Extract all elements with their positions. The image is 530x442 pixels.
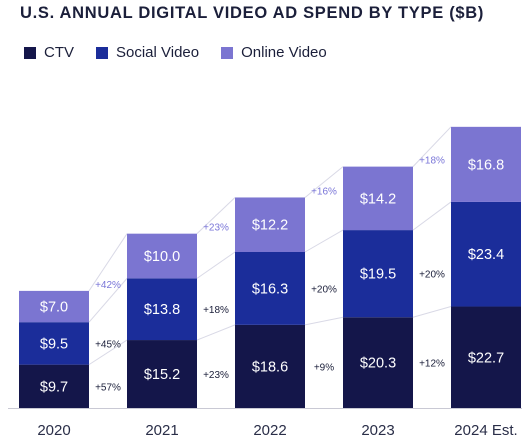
growth-label-online-video: +18% — [419, 156, 445, 167]
bar-segment-social-video — [127, 278, 197, 341]
data-label-social-video: $16.3 — [252, 281, 288, 297]
connector-line-social-video — [196, 251, 236, 279]
bar-segment-social-video — [19, 322, 89, 365]
connector-line-ctv — [304, 316, 344, 326]
bar-segment-ctv — [127, 340, 197, 408]
bar-segment-social-video — [235, 251, 305, 325]
connector-line-social-video — [412, 201, 452, 231]
data-label-online-video: $14.2 — [360, 191, 396, 207]
data-label-social-video: $23.4 — [468, 247, 504, 263]
growth-label-ctv: +12% — [419, 359, 445, 370]
growth-label-social-video: +18% — [203, 305, 229, 316]
growth-label-social-video: +20% — [311, 284, 337, 295]
x-tick-label: 2024 Est. — [454, 422, 517, 439]
legend-item-social-video: Social Video — [96, 44, 199, 61]
connector-line-social-video — [304, 229, 344, 253]
data-label-ctv: $15.2 — [144, 367, 180, 383]
legend-swatch-ctv — [24, 46, 36, 59]
legend-swatch-online-video — [221, 46, 234, 59]
growth-label-online-video: +42% — [95, 280, 121, 291]
legend: CTV Social Video Online Video — [24, 44, 349, 61]
legend-label-online-video: Online Video — [241, 44, 327, 61]
data-label-online-video: $12.2 — [252, 218, 288, 234]
chart-title: U.S. ANNUAL DIGITAL VIDEO AD SPEND BY TY… — [20, 4, 485, 22]
legend-item-online-video: Online Video — [221, 44, 327, 61]
bar-segment-online-video — [127, 233, 197, 279]
data-label-online-video: $7.0 — [40, 300, 68, 316]
bar-segment-online-video — [343, 166, 413, 231]
data-label-online-video: $10.0 — [144, 249, 180, 265]
legend-label-social-video: Social Video — [116, 44, 200, 61]
growth-label-online-video: +16% — [311, 186, 337, 197]
bar-segment-online-video — [451, 126, 521, 202]
data-label-online-video: $16.8 — [468, 157, 504, 173]
bar-segment-social-video — [451, 201, 521, 307]
bar-segment-online-video — [19, 290, 89, 323]
bar-segment-online-video — [235, 197, 305, 252]
legend-swatch-social-video — [96, 46, 108, 59]
data-label-social-video: $13.8 — [144, 302, 180, 318]
x-tick-label: 2021 — [145, 422, 178, 439]
x-tick-label: 2020 — [37, 422, 70, 439]
bar-segment-ctv — [235, 324, 305, 408]
data-label-ctv: $9.7 — [40, 379, 68, 395]
growth-label-ctv: +57% — [95, 382, 121, 393]
connector-line-ctv — [88, 339, 128, 366]
connector-line-social-video — [88, 278, 128, 323]
growth-label-ctv: +9% — [314, 362, 334, 373]
bar-segment-ctv — [451, 306, 521, 408]
connector-line-online-video — [88, 233, 128, 292]
data-label-ctv: $20.3 — [360, 356, 396, 372]
growth-label-social-video: +20% — [419, 270, 445, 281]
connector-line-online-video — [196, 197, 236, 235]
connector-line-online-video — [412, 126, 452, 167]
bar-segment-ctv — [343, 317, 413, 408]
data-label-ctv: $22.7 — [468, 350, 504, 366]
bar-segment-ctv — [19, 364, 89, 408]
growth-label-ctv: +23% — [203, 370, 229, 381]
connector-line-ctv — [196, 324, 236, 341]
bar-segment-social-video — [343, 230, 413, 318]
connector-line-online-video — [304, 166, 344, 198]
connector-line-ctv — [412, 306, 452, 318]
x-tick-label: 2023 — [361, 422, 394, 439]
growth-label-online-video: +23% — [203, 223, 229, 234]
data-label-social-video: $9.5 — [40, 336, 68, 352]
x-tick-label: 2022 — [253, 422, 286, 439]
legend-label-ctv: CTV — [44, 44, 74, 61]
legend-item-ctv: CTV — [24, 44, 74, 61]
growth-label-social-video: +45% — [95, 339, 121, 350]
data-label-social-video: $19.5 — [360, 267, 396, 283]
data-label-ctv: $18.6 — [252, 359, 288, 375]
